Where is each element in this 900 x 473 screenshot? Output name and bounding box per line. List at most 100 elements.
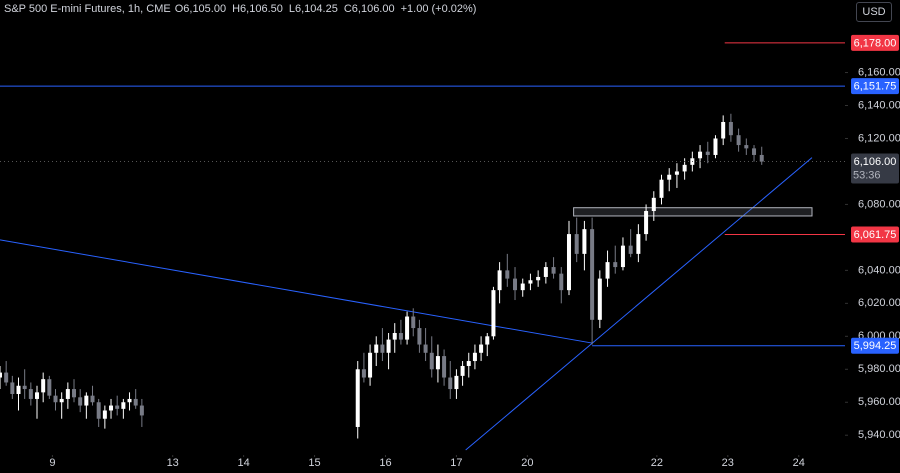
candle-body: [752, 148, 757, 155]
candle-body: [613, 262, 618, 268]
x-tick-label: 14: [238, 457, 250, 469]
candle-body: [728, 121, 733, 136]
candle-body: [398, 333, 403, 340]
candle-body: [405, 316, 410, 340]
candle-body: [392, 333, 397, 340]
candle-body: [460, 365, 465, 376]
candle-body: [479, 344, 484, 353]
candle-body: [374, 344, 379, 353]
price-label: 6,151.75: [854, 81, 897, 93]
candle-body: [659, 179, 664, 198]
candle-body: [16, 385, 21, 395]
candle-body: [10, 382, 15, 395]
candle-body: [736, 135, 741, 146]
candle-body: [47, 379, 52, 396]
candle-body: [759, 154, 764, 162]
x-tick-label: 24: [793, 457, 805, 469]
price-label-box: [851, 226, 899, 243]
candle-body: [41, 379, 46, 393]
candle-body: [597, 278, 602, 320]
candle-body: [78, 397, 83, 406]
candle-body: [361, 369, 366, 378]
y-tick-label: 6,040.00: [858, 264, 900, 276]
candle-body: [442, 356, 447, 378]
candle-body: [35, 392, 40, 399]
candle-body: [102, 410, 107, 419]
ohlc-label: L: [288, 3, 295, 15]
price-label-box: [851, 34, 899, 51]
ohlc-value: 6,106.00: [351, 3, 395, 15]
candle-body: [620, 245, 625, 268]
candle-body: [417, 328, 422, 345]
candle-body: [644, 211, 649, 235]
y-tick-label: 5,960.00: [858, 396, 900, 408]
x-tick-label: 9: [49, 457, 55, 469]
candle-body: [713, 138, 718, 155]
candle-body: [528, 280, 533, 284]
trend-line: [465, 157, 813, 451]
candle-body: [53, 395, 58, 403]
price-label-box: [851, 78, 899, 95]
candle-body: [551, 267, 556, 274]
candle-body: [485, 336, 490, 345]
candle-body: [423, 344, 428, 353]
y-tick-label: 6,160.00: [858, 66, 900, 78]
x-tick-label: 22: [651, 457, 663, 469]
candle-body: [22, 385, 27, 390]
countdown: 53:36: [853, 169, 881, 181]
candle-body: [628, 245, 633, 254]
candle-body: [682, 164, 687, 172]
candle-body: [513, 278, 518, 291]
y-tick-label: 6,080.00: [858, 198, 900, 210]
candle-body: [448, 377, 453, 390]
symbol[interactable]: S&P 500 E-mini Futures, 1h, CME: [4, 3, 171, 15]
candle-body: [65, 389, 70, 399]
price-label-box: [851, 337, 899, 354]
price-label: 6,061.75: [854, 229, 897, 241]
candle-body: [127, 398, 132, 403]
candle-body: [59, 398, 64, 403]
candle-body: [368, 352, 373, 378]
price-label: 5,994.25: [854, 340, 897, 352]
x-tick-label: 23: [722, 457, 734, 469]
legend: S&P 500 E-mini Futures, 1h, CME O6,105.00…: [4, 3, 480, 15]
candle-body: [559, 273, 564, 291]
ohlc-value: 6,106.50: [240, 3, 283, 15]
candle-body: [466, 361, 471, 366]
zone: [573, 207, 813, 217]
candle-body: [109, 405, 114, 411]
change: +1.00 (+0.02%): [400, 3, 477, 15]
candle-body: [566, 234, 571, 291]
candle-body: [651, 197, 656, 212]
candle-body: [4, 372, 9, 383]
x-tick-label: 20: [521, 457, 533, 469]
candle-body: [744, 145, 749, 149]
y-tick-label: 6,140.00: [858, 99, 900, 111]
last-price-label: 6,106.00: [854, 156, 897, 168]
ohlc-value: 6,105.00: [183, 3, 227, 15]
y-tick-label: 5,980.00: [858, 363, 900, 375]
last-price-box: [851, 153, 899, 184]
ohlc-label: O: [174, 3, 184, 15]
candle-body: [96, 402, 101, 419]
candle-body: [520, 283, 525, 291]
ohlc-label: H: [232, 3, 241, 15]
candle-body: [380, 344, 385, 353]
currency-button[interactable]: USD: [856, 2, 892, 22]
x-tick-label: 15: [308, 457, 320, 469]
candle-body: [636, 234, 641, 254]
candle-body: [674, 171, 679, 175]
candle-body: [497, 270, 502, 291]
candle-body: [536, 276, 541, 281]
candle-body: [472, 352, 477, 362]
candle-body: [90, 395, 95, 403]
candle-body: [705, 151, 710, 155]
candle-body: [133, 398, 138, 406]
candle-body: [454, 375, 459, 390]
candle-body: [28, 389, 33, 399]
candle-body: [435, 356, 440, 370]
candle-body: [115, 405, 120, 409]
candle-body: [698, 151, 703, 159]
